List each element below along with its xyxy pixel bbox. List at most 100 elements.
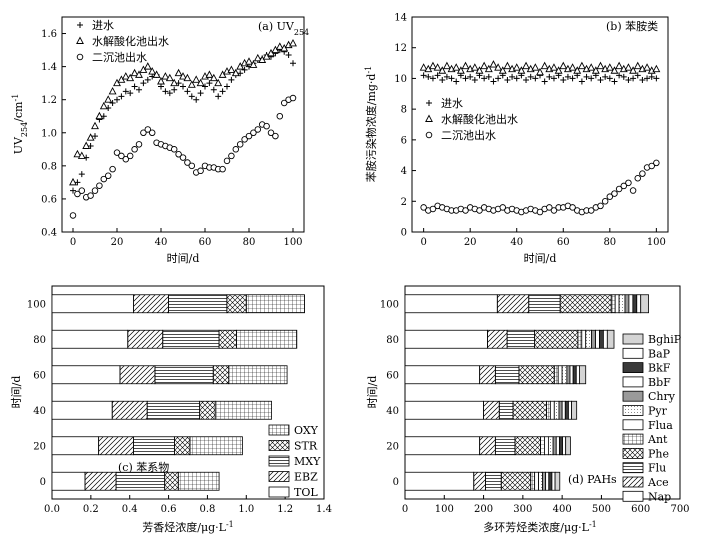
legend-label: Flua (648, 419, 673, 432)
bar-segment (199, 400, 216, 420)
y-tick-label: 1.4 (41, 62, 57, 73)
bar-segment (538, 471, 543, 491)
bar-segment (558, 400, 563, 420)
data-point (523, 76, 530, 83)
data-point (290, 60, 296, 67)
bar-segment (479, 436, 496, 456)
x-tick-label: 600 (631, 504, 650, 515)
data-point (629, 187, 637, 194)
data-point (126, 152, 134, 160)
bar-segment (602, 329, 608, 349)
bar-segment (572, 365, 577, 385)
data-point (531, 63, 540, 71)
data-point (653, 159, 660, 167)
data-point (643, 63, 652, 71)
x-tick-label: 40 (510, 237, 523, 248)
legend-swatch (622, 447, 644, 459)
bar-segment (534, 329, 579, 349)
data-point (73, 149, 82, 158)
x-tick-label: 0.6 (161, 504, 177, 515)
data-point (513, 75, 520, 82)
y-tick-label: 60 (33, 370, 46, 381)
bar-segment (51, 400, 113, 420)
data-point (568, 63, 577, 71)
data-point (215, 93, 222, 100)
data-point (100, 175, 108, 183)
legend-label: OXY (294, 424, 319, 437)
data-point (241, 136, 248, 143)
bar-segment (506, 329, 536, 349)
bar-segment (218, 329, 237, 349)
bar-segment (404, 329, 488, 349)
data-point (420, 72, 427, 79)
data-point (605, 63, 614, 71)
x-tick-label: 0.2 (83, 504, 99, 515)
legend-label: Ant (647, 433, 668, 446)
bar-segment (404, 400, 484, 420)
data-point (197, 90, 204, 97)
legend-swatch (622, 462, 644, 474)
data-point (428, 61, 437, 70)
legend-swatch (622, 376, 644, 388)
data-point (219, 88, 226, 95)
data-point (550, 207, 558, 214)
plot-frame (411, 16, 669, 233)
data-point (495, 75, 502, 82)
bar-segment (618, 294, 626, 314)
bar-segment (127, 329, 164, 349)
data-point (109, 165, 116, 173)
data-point (285, 52, 292, 59)
bar-segment (628, 294, 634, 314)
data-point (503, 61, 512, 70)
y-tick-label: 0.4 (41, 228, 57, 239)
data-point (166, 90, 173, 97)
bar-segment (154, 365, 214, 385)
data-point (140, 129, 147, 137)
data-point (69, 177, 77, 186)
legend-label: BghiP (648, 333, 682, 346)
bar-segment (51, 471, 86, 491)
y-tick-label: 100 (27, 299, 46, 310)
legend-swatch (622, 419, 644, 431)
bar-segment (404, 365, 481, 385)
data-point (174, 68, 183, 77)
data-point (228, 152, 235, 160)
data-point (616, 72, 623, 79)
y-tick-label: 20 (386, 441, 399, 452)
data-point (481, 75, 488, 82)
data-point (192, 75, 201, 83)
data-point (254, 126, 262, 133)
data-point (610, 66, 619, 74)
data-point (439, 76, 446, 83)
data-point (179, 72, 187, 80)
legend-label: Pyr (648, 405, 668, 418)
y-axis-label: 时间/d (10, 376, 23, 409)
bar-segment (545, 471, 550, 491)
data-point (253, 53, 262, 62)
plot-frame (51, 285, 325, 500)
data-point (122, 155, 130, 163)
panel-label: (b) 苯胺类 (606, 19, 658, 33)
data-point (433, 63, 442, 71)
data-point (184, 88, 191, 95)
bar-segment (549, 400, 555, 420)
data-point (263, 122, 270, 130)
panel-label: (a) UV254 (258, 20, 309, 37)
x-tick-label: 0 (70, 237, 76, 248)
bar-segment (591, 329, 596, 349)
data-point (144, 126, 152, 133)
legend-label: EBZ (294, 471, 318, 484)
bar-segment (599, 329, 604, 349)
legend-label: 进水 (441, 97, 463, 110)
data-point (591, 66, 600, 74)
data-point (596, 61, 605, 70)
data-point (573, 66, 582, 74)
bar-segment (562, 436, 567, 456)
data-point (108, 86, 117, 95)
data-point (118, 93, 125, 100)
data-point (489, 60, 498, 68)
bar-segment (561, 400, 566, 420)
data-point (522, 61, 530, 70)
data-point (588, 75, 595, 82)
data-point (554, 66, 563, 74)
